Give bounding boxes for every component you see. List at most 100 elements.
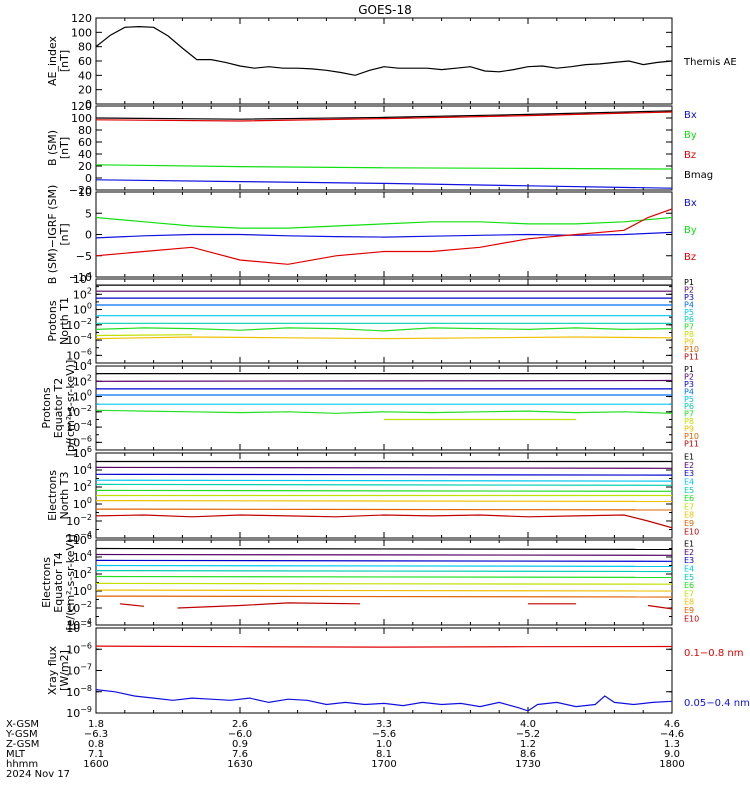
legend: Bx By Bz [684,198,697,263]
y-tick-label: 120 [71,12,92,25]
y-tick-label: 80 [78,41,92,54]
series-line-e4 [96,564,672,568]
legend-item-e6: E6 [684,494,694,503]
y-tick-label: 40 [78,148,92,161]
legend-item-e10: E10 [684,614,699,623]
series-group [96,208,672,265]
series-line-bx [96,231,672,239]
y-axis-label: ElectronsEquator T4[e/(cm²-s-sr-keV)] [40,534,77,630]
y-tick-label: 10−6 [66,641,92,656]
y-axis-label: B (SM)[nT] [46,130,71,166]
series-line-by [96,216,672,229]
legend-item-themis-ae: Themis AE [683,57,737,68]
legend-item-bx: Bx [684,110,697,121]
legend-item-e9: E9 [684,519,694,528]
panel-frame [95,17,673,105]
y-tick-label: 60 [78,55,92,68]
y-tick-label: 104 [73,358,92,373]
y-tick-label: 106 [73,532,92,547]
x-tick-value: −6.0 [228,729,252,740]
series-line-e1 [96,547,672,551]
legend-item-p5: P5 [684,395,694,404]
panel-frame [95,539,673,626]
legend-item-e8: E8 [684,511,694,520]
series-line-themis-ae [96,25,672,76]
series-line-by [96,164,672,170]
legend-item-p7: P7 [684,323,694,332]
series-line-e8 [96,589,672,592]
x-tick-value: 8.1 [376,749,392,760]
series-line-e7 [96,582,672,585]
series-line-p8 [96,334,193,337]
y-tick-label: 102 [73,566,92,581]
series-line-e6 [96,575,672,579]
y-tick-label: 104 [73,462,92,477]
y-tick-label: 100 [73,389,92,404]
y-tick-label: 10−4 [66,530,92,545]
x-row-label-x-gsm: X-GSM [6,719,39,730]
legend-item-p8: P8 [684,330,694,339]
x-tick-value: 8.6 [520,749,536,760]
x-tick-value: 1.8 [88,719,104,730]
panel-xray: 10−5 10−6 10−7 10−8 10−9 Xray flux[W/m2] 0.1−0… [46,620,750,720]
y-tick-label: 100 [71,112,92,125]
x-tick-value: 9.0 [664,749,680,760]
series-line-bmag [96,110,672,120]
legend-item-by: By [684,130,697,141]
legend: Themis AE [683,57,737,68]
series-group [96,373,672,421]
panel-frame [95,365,673,451]
legend-item-p6: P6 [684,402,694,411]
panel-bigrf: −10 −5 0 5 10 B (SM)−IGRF (SM)[nT] Bx By Bz [46,185,697,285]
y-tick-label: −20 [69,184,92,197]
legend-item-bmag: Bmag [684,170,713,181]
legend-item-p11: P11 [684,440,699,449]
legend-item-0-05-0-4-nm: 0.05−0.4 nm [684,698,750,709]
legend-item-e1: E1 [684,540,694,549]
series-line-e2 [96,553,672,556]
series-line-e10d [647,604,672,610]
y-axis-label: ElectronsNorth T3 [46,470,71,521]
x-tick-value: 7.6 [232,749,248,760]
y-tick-label: 120 [71,100,92,113]
legend-item-e3: E3 [684,556,694,565]
legend-item-p6: P6 [684,315,694,324]
y-tick-label: 100 [73,496,92,511]
legend-item-e9: E9 [684,606,694,615]
x-tick-value: 1800 [659,759,684,770]
series-line-0-1-0-8-nm [96,645,672,648]
series-line-e3 [96,473,672,476]
legend-item-p9: P9 [684,338,694,347]
series-line-e5 [96,483,672,486]
legend-item-p3: P3 [684,293,694,302]
y-tick-label: 10−2 [66,404,92,419]
y-axis-label: B (SM)−IGRF (SM)[nT] [46,185,71,285]
legend-item-p5: P5 [684,308,694,317]
series-line-e10a [119,603,145,607]
legend-item-bz: Bz [684,252,696,263]
series-group [96,547,672,610]
legend-item-0-1-0-8-nm: 0.1−0.8 nm [684,648,743,659]
x-row-label-2024-nov-17: 2024 Nov 17 [6,769,70,780]
y-tick-label: 106 [73,445,92,460]
legend-item-e10: E10 [684,527,699,536]
y-tick-label: 0 [85,172,92,185]
x-tick-value: 1730 [515,759,540,770]
legend-item-e3: E3 [684,469,694,478]
x-tick-value: 0.9 [232,739,248,750]
y-tick-label: 10−4 [66,419,92,434]
legend-item-p8: P8 [684,417,694,426]
series-line-e9 [96,508,672,511]
y-tick-label: 10−4 [66,617,92,632]
y-tick-label: 10−2 [66,600,92,615]
series-line-e6 [96,489,672,492]
x-tick-value: −5.6 [372,729,396,740]
legend-item-p10: P10 [684,432,699,441]
panel-frame [95,627,673,714]
legend-item-p1: P1 [684,278,694,287]
y-tick-label: 10−2 [66,513,92,528]
